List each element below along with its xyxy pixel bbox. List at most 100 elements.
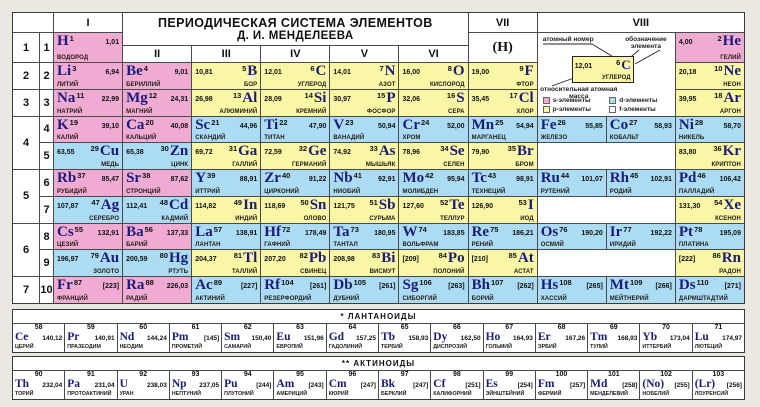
actinides-block: ** АКТИНОИДЫ 90 Th 232,04 ТОРИЙ 91 Pa 231,04 ПР…	[12, 356, 745, 400]
element-cell-Cs: Cs 55 132,91 ЦЕЗИЙ	[54, 223, 123, 250]
element-cell-Ni: Ni 28 58,70 НИКЕЛЬ	[675, 116, 744, 143]
element-name: КАЛЬЦИЙ	[126, 135, 157, 142]
atomic-number: 66	[453, 324, 461, 331]
group-header-I: I	[54, 13, 123, 32]
element-name: ПЛАТИНА	[678, 242, 709, 249]
atomic-mass: 32,06	[402, 95, 421, 103]
atomic-number: 46	[697, 171, 706, 181]
element-name: АКТИНИЙ	[195, 296, 225, 302]
legend-categories: s-элементы p-элементы d-элементы f-элементы	[542, 97, 674, 114]
atomic-mass: 47,90	[308, 122, 327, 130]
atomic-mass: 28,09	[264, 95, 282, 103]
atomic-mass: 35,45	[471, 95, 490, 103]
element-symbol: Cs	[57, 223, 74, 240]
element-cell-K: K 19 39,10 КАЛИЙ	[54, 116, 123, 143]
atomic-number: 58	[34, 324, 43, 331]
atomic-mass: 12,01	[264, 69, 282, 76]
atomic-mass: 50,94	[377, 122, 396, 130]
element-symbol: H	[57, 33, 69, 49]
element-name: КАДМИЙ	[161, 215, 189, 222]
element-symbol: Na	[57, 89, 76, 106]
element-cell-Hg: 200,59 80 Hg РТУТЬ	[123, 250, 192, 277]
element-cell-Pb: 207,20 82 Pb СВИНЕЦ	[261, 250, 330, 277]
atomic-number: 18	[714, 90, 723, 100]
element-name: ЛЮТЕЦИЙ	[694, 344, 723, 350]
atomic-number: 100	[555, 371, 568, 378]
element-symbol: Pt	[678, 223, 694, 240]
atomic-mass: 195,09	[719, 229, 741, 237]
periodic-table-grid: I ПЕРИОДИЧЕСКАЯ СИСТЕМА ЭЛЕМЕНТОВ Д. И. …	[12, 12, 745, 304]
atomic-mass: 162,50	[460, 335, 481, 342]
element-cell-Ba: Ba 56 137,33 БАРИЙ	[123, 223, 192, 250]
element-cell-Ir: Ir 77 192,22 ИРИДИЙ	[606, 223, 675, 250]
row-label-1: 1	[40, 33, 53, 62]
element-symbol: Rf	[264, 277, 281, 294]
atomic-mass: 140,91	[94, 335, 115, 342]
atomic-number: 28	[694, 117, 704, 127]
element-name: НЕОН	[723, 81, 741, 88]
element-symbol: Sr	[126, 170, 142, 187]
element-cell-U: 92 U 238,03 УРАН	[117, 371, 169, 399]
period-label-5: 5	[13, 170, 39, 223]
element-name: ПАЛЛАДИЙ	[678, 188, 715, 195]
element-cell-Fr: Fr 87 [223] ФРАНЦИЙ	[54, 277, 123, 303]
atomic-mass: 10,81	[195, 69, 213, 76]
element-name: ЭЙНШТЕЙНИЙ	[485, 391, 525, 397]
atomic-mass: 24,31	[170, 95, 189, 103]
atomic-mass: 85,47	[101, 176, 120, 184]
element-cell-O: 16,00 8 O КИСЛОРОД	[399, 63, 468, 89]
atomic-number: 67	[505, 324, 514, 331]
element-symbol: Mg	[126, 89, 148, 106]
element-symbol: Ar	[723, 89, 741, 106]
atomic-number: 21	[211, 117, 220, 127]
element-cell-Rn: [222] 86 Rn РАДОН	[675, 250, 744, 277]
atomic-number: 30	[160, 144, 169, 154]
element-symbol: Te	[449, 196, 465, 213]
element-name: СЕЛЕН	[443, 162, 465, 169]
element-cell-Ta: Ta 73 180,95 ТАНТАЛ	[330, 223, 399, 250]
element-cell-Ru: Ru 44 101,07 РУТЕНИЙ	[537, 170, 606, 196]
atomic-mass: 58,93	[654, 122, 672, 130]
atomic-mass: 192,22	[650, 229, 672, 237]
atomic-number: 54	[714, 197, 723, 207]
element-symbol: Cu	[99, 143, 120, 160]
atomic-number: 20	[145, 117, 154, 127]
element-cell-Cu: 63,55 29 Cu МЕДЬ	[54, 143, 123, 170]
element-cell-I: 126,90 53 I ИОД	[468, 196, 537, 223]
atomic-number: 72	[281, 224, 291, 234]
atomic-mass: 200,59	[126, 256, 148, 264]
element-cell-Sr: Sr 38 87,62 СТРОНЦИЙ	[123, 170, 192, 196]
atomic-mass: 173,04	[669, 335, 690, 342]
element-symbol: In	[243, 196, 258, 213]
atomic-mass: 106,42	[719, 176, 741, 184]
element-name: ГАФНИЙ	[264, 242, 291, 249]
element-name: ГОЛЬМИЙ	[485, 344, 512, 350]
element-cell-Rh: Rh 45 102,91 РОДИЙ	[606, 170, 675, 196]
atomic-mass: [261]	[310, 283, 327, 291]
element-name: ВОЛЬФРАМ	[402, 242, 439, 249]
element-symbol: Co	[609, 116, 629, 133]
atomic-number: 65	[400, 324, 409, 331]
atomic-mass: 237,05	[199, 382, 220, 389]
element-name: ХРОМ	[402, 135, 421, 142]
element-name: СИБОРГИЙ	[402, 296, 437, 302]
atomic-mass: 44,96	[239, 122, 258, 130]
element-cell-Os: Os 76 190,20 ОСМИЙ	[537, 223, 606, 250]
element-name: АМЕРИЦИЙ	[276, 391, 308, 397]
element-symbol: Sm	[224, 331, 241, 343]
atomic-number: 41	[353, 171, 362, 181]
atomic-number: 69	[609, 324, 618, 331]
atomic-number: 108	[559, 278, 572, 288]
element-cell-Er: 68 Er 167,26 ЭРБИЙ	[535, 324, 588, 352]
element-cell-La: La 57 138,91 ЛАНТАН	[192, 223, 261, 250]
atomic-number: 26	[557, 117, 566, 127]
element-name: ПРОТОАКТИНИЙ	[67, 391, 112, 397]
atomic-mass: 126,90	[471, 202, 494, 210]
element-symbol: Ba	[126, 223, 144, 240]
atomic-mass: [261]	[379, 283, 396, 291]
row-label-3: 3	[40, 89, 53, 116]
element-name: НИКЕЛЬ	[678, 135, 705, 142]
atomic-mass: [145]	[203, 335, 220, 342]
atomic-number: 35	[507, 144, 517, 154]
